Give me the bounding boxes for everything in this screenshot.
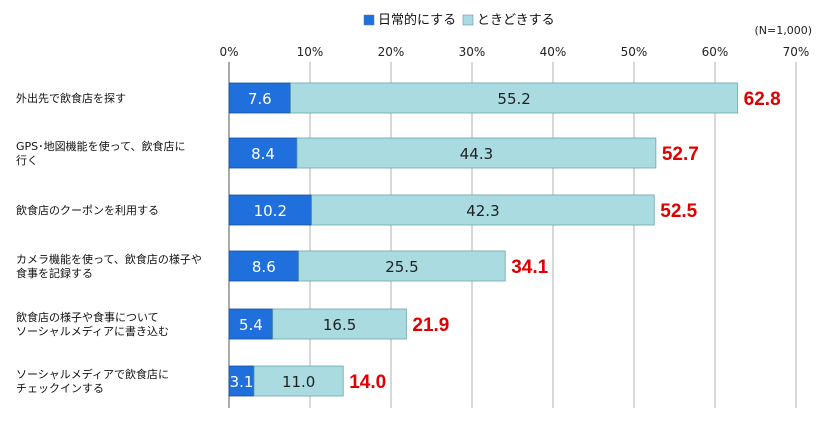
bar-sometimes-label: 25.5 bbox=[385, 258, 418, 276]
bar-total-label: 34.1 bbox=[511, 257, 548, 278]
bar-daily-label: 7.6 bbox=[248, 90, 272, 108]
x-tick-label: 40% bbox=[540, 45, 567, 59]
bars: 7.6 55.2 62.8 8.4 44.3 52.7 10.2 42.3 52.5 8.6 25.… bbox=[228, 82, 781, 397]
bar-sometimes bbox=[253, 365, 344, 397]
bar-sometimes bbox=[296, 137, 657, 169]
bar-sometimes bbox=[290, 82, 739, 114]
legend-label-1: 日常的にする bbox=[378, 12, 456, 28]
bar-sometimes-label: 11.0 bbox=[282, 373, 315, 391]
legend-swatch-2 bbox=[462, 14, 474, 26]
bar-daily bbox=[228, 82, 291, 114]
bar-row: 8.4 44.3 52.7 bbox=[228, 137, 699, 169]
category-labels: 外出先で飲食店を探す GPS･地図機能を使って、飲食店に行く飲食店のクーポンを利用… bbox=[16, 91, 202, 395]
category-label-line: 外出先で飲食店を探す bbox=[16, 91, 126, 105]
category-label-line: 食事を記録する bbox=[16, 266, 93, 280]
bar-daily bbox=[228, 365, 255, 397]
x-tick-label: 70% bbox=[783, 45, 810, 59]
x-tick-label: 50% bbox=[621, 45, 648, 59]
bar-sometimes bbox=[311, 194, 655, 226]
legend-item-2: ときどきする bbox=[462, 13, 555, 28]
category-label: 外出先で飲食店を探す bbox=[16, 91, 126, 105]
bar-row: 7.6 55.2 62.8 bbox=[228, 82, 781, 114]
bar-daily bbox=[228, 250, 300, 282]
category-label-line: ソーシャルメディアに書き込む bbox=[16, 324, 169, 338]
bar-daily-label: 8.4 bbox=[251, 145, 275, 163]
category-label: 飲食店のクーポンを利用する bbox=[16, 203, 159, 217]
bar-daily-label: 8.6 bbox=[252, 258, 276, 276]
bar-total-label: 62.8 bbox=[744, 89, 781, 110]
legend-item-1: 日常的にする bbox=[363, 12, 456, 28]
category-label-line: 行く bbox=[16, 154, 38, 167]
x-tick-label: 20% bbox=[378, 45, 405, 59]
bar-row: 3.1 11.0 14.0 bbox=[228, 365, 386, 397]
category-label-line: 飲食店の様子や食事について bbox=[16, 310, 159, 324]
bar-daily-label: 10.2 bbox=[254, 202, 287, 220]
bar-total-label: 52.5 bbox=[660, 201, 697, 222]
category-label-line: GPS･地図機能を使って、飲食店に bbox=[16, 139, 186, 153]
bar-daily bbox=[228, 308, 274, 340]
legend-label-2: ときどきする bbox=[477, 13, 555, 28]
x-tick-label: 0% bbox=[219, 45, 238, 59]
category-label-line: カメラ機能を使って、飲食店の様子や bbox=[16, 252, 202, 266]
x-axis-ticks: 0% 10% 20% 30% 40% 50% 60% 70% bbox=[219, 45, 809, 59]
x-tick-label: 30% bbox=[459, 45, 486, 59]
bar-total-label: 21.9 bbox=[412, 315, 449, 336]
bar-row: 5.4 16.5 21.9 bbox=[228, 308, 449, 340]
category-label-line: チェックインする bbox=[16, 382, 104, 395]
x-tick-label: 60% bbox=[702, 45, 729, 59]
legend-swatch-1 bbox=[363, 14, 375, 26]
bar-sometimes-label: 42.3 bbox=[466, 202, 499, 220]
category-label-line: 飲食店のクーポンを利用する bbox=[16, 203, 159, 217]
sample-size-note: (N=1,000) bbox=[754, 24, 812, 37]
x-tick-label: 10% bbox=[297, 45, 324, 59]
bar-daily-label: 5.4 bbox=[239, 316, 263, 334]
bar-sometimes-label: 44.3 bbox=[460, 145, 493, 163]
legend: 日常的にする ときどきする bbox=[363, 12, 555, 28]
bar-daily-label: 3.1 bbox=[230, 373, 254, 391]
bar-total-label: 14.0 bbox=[349, 372, 386, 393]
bar-row: 10.2 42.3 52.5 bbox=[228, 194, 698, 226]
bar-sometimes bbox=[298, 250, 506, 282]
bar-total-label: 52.7 bbox=[662, 144, 699, 165]
gridlines bbox=[228, 62, 797, 408]
bar-sometimes-label: 55.2 bbox=[497, 90, 530, 108]
bar-sometimes-label: 16.5 bbox=[323, 316, 356, 334]
bar-sometimes bbox=[272, 308, 407, 340]
bar-row: 8.6 25.5 34.1 bbox=[228, 250, 549, 282]
category-label-line: ソーシャルメディアで飲食店に bbox=[16, 367, 169, 381]
